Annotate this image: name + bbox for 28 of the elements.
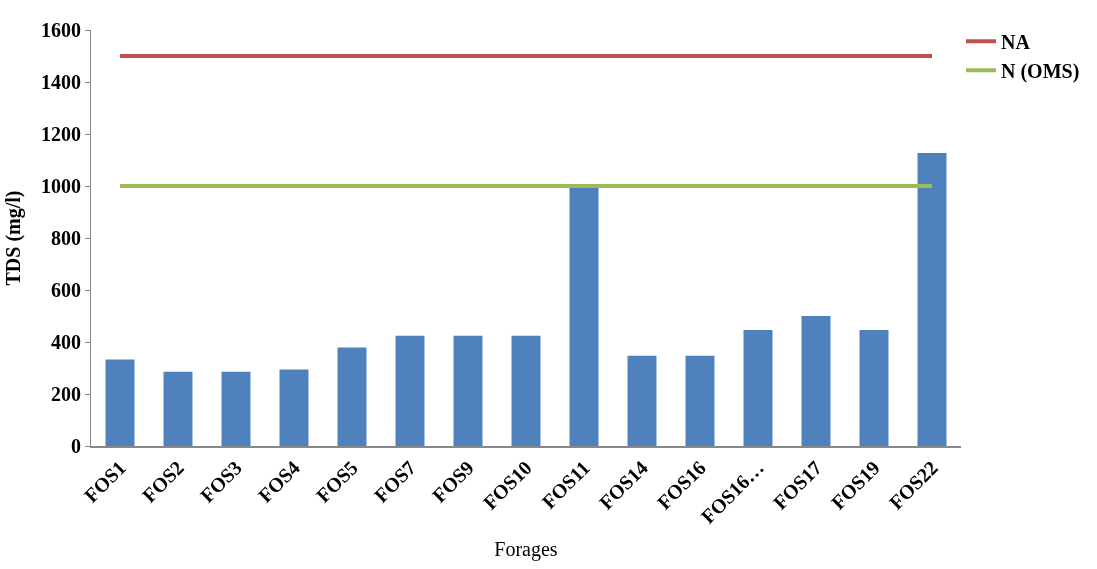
bar	[859, 330, 889, 446]
y-tick-label: 1400	[41, 71, 81, 93]
legend-label: NA	[1001, 30, 1031, 53]
y-tick-label: 0	[71, 435, 81, 457]
bar	[511, 335, 541, 446]
bar	[337, 347, 367, 446]
bar	[279, 369, 309, 446]
x-axis-title: Forages	[494, 537, 558, 561]
y-tick-label: 1600	[41, 19, 81, 41]
legend-label: N (OMS)	[1001, 59, 1080, 83]
bar	[743, 330, 773, 446]
y-tick-label: 600	[51, 279, 81, 301]
y-tick-label: 1200	[41, 123, 81, 145]
bar	[221, 371, 251, 446]
bar	[801, 316, 831, 446]
y-tick-label: 800	[51, 227, 81, 249]
y-tick-label: 200	[51, 383, 81, 405]
bar	[163, 371, 193, 446]
y-tick-label: 1000	[41, 175, 81, 197]
bar	[395, 335, 425, 446]
bar	[105, 359, 135, 446]
bar	[627, 355, 657, 446]
y-axis-title: TDS (mg/l)	[1, 190, 25, 286]
bar	[685, 355, 715, 446]
bar	[569, 187, 599, 446]
bar	[453, 335, 483, 446]
bar	[917, 152, 947, 446]
y-tick-label: 400	[51, 331, 81, 353]
